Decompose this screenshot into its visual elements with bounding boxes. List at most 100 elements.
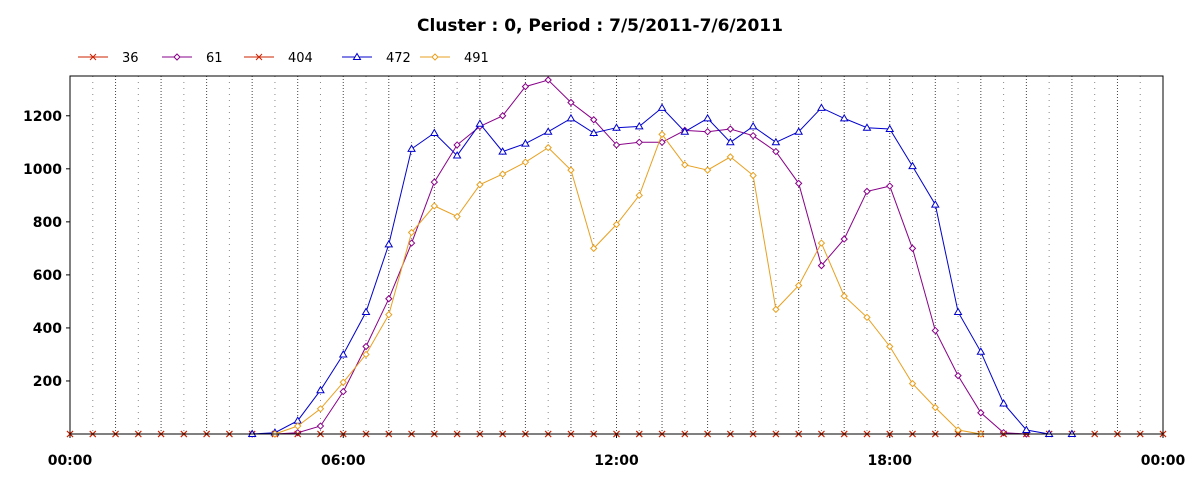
data-point (453, 212, 461, 221)
y-tick-label: 1200 (23, 109, 62, 125)
x-tick-label: 00:00 (48, 453, 93, 469)
data-point (976, 347, 986, 355)
data-point (703, 113, 712, 122)
data-point (726, 153, 735, 161)
data-point (839, 113, 849, 122)
data-point (566, 113, 576, 122)
data-point (1022, 425, 1031, 434)
data-point (567, 166, 575, 174)
legend-item-404: 404 (244, 51, 313, 66)
data-point (794, 127, 804, 135)
data-point (498, 147, 508, 155)
y-tick-label: 200 (33, 374, 62, 390)
data-point (339, 378, 347, 386)
legend-marker (352, 52, 362, 60)
legend-label: 404 (288, 51, 313, 66)
data-point (634, 121, 644, 130)
data-point (658, 130, 666, 139)
data-point (953, 307, 963, 316)
data-point (794, 281, 803, 290)
legend-label: 36 (122, 51, 139, 66)
marker-stroke (255, 53, 263, 61)
data-point (817, 103, 826, 111)
data-point (338, 349, 348, 358)
data-point (453, 141, 461, 149)
data-point (635, 138, 643, 147)
data-point (294, 422, 302, 430)
data-point (361, 307, 371, 316)
data-point (430, 202, 439, 210)
x-tick-label: 12:00 (594, 453, 639, 469)
data-point (658, 138, 666, 147)
data-point (476, 181, 484, 189)
marker-stroke (89, 53, 97, 61)
data-point (384, 239, 394, 248)
data-point (567, 98, 575, 107)
data-point (817, 239, 826, 247)
series-472 (247, 103, 1077, 437)
legend-marker (255, 53, 263, 61)
data-point (703, 127, 712, 136)
data-point (999, 399, 1008, 407)
data-point (612, 220, 621, 229)
data-point (680, 127, 690, 135)
data-point (681, 161, 689, 169)
x-tick-label: 18:00 (867, 453, 912, 469)
data-point (362, 342, 370, 351)
x-tick-label: 00:00 (1141, 453, 1186, 469)
legend-item-36: 36 (78, 51, 139, 66)
data-point (385, 295, 393, 303)
series-line-491 (274, 133, 981, 435)
legend-item-61: 61 (162, 51, 223, 66)
data-point (452, 151, 462, 159)
data-point (521, 139, 530, 147)
data-point (771, 137, 781, 146)
legend-label: 491 (464, 51, 489, 66)
data-point (840, 235, 848, 243)
data-point (908, 379, 917, 388)
data-point (886, 182, 894, 190)
data-point (703, 166, 712, 174)
data-point (748, 121, 758, 130)
data-point (544, 76, 552, 84)
series-491 (271, 130, 985, 438)
data-point (794, 179, 803, 188)
data-point (772, 305, 780, 314)
data-point (657, 103, 667, 111)
legend-item-491: 491 (420, 51, 489, 66)
y-tick-label: 400 (33, 321, 62, 337)
y-axis-ticks: 200 400 600 800 1000 1200 (23, 109, 70, 390)
data-point (954, 371, 962, 380)
y-tick-label: 800 (33, 215, 62, 231)
data-point (908, 244, 917, 253)
data-point (316, 422, 325, 430)
data-point (954, 426, 962, 434)
data-point (590, 116, 598, 124)
data-point (521, 158, 530, 166)
data-point (430, 178, 439, 186)
data-point (544, 143, 552, 152)
data-point (908, 161, 917, 170)
data-point (316, 405, 325, 413)
legend-label: 61 (206, 51, 223, 66)
data-point (772, 147, 780, 156)
legend-marker (431, 53, 439, 61)
data-point (635, 191, 643, 200)
data-point (407, 239, 416, 247)
data-point (840, 292, 848, 300)
y-tick-label: 600 (33, 268, 62, 284)
y-tick-label: 1000 (23, 162, 62, 178)
data-point (817, 261, 826, 270)
data-point (725, 137, 735, 146)
data-point (863, 313, 871, 322)
data-point (930, 200, 940, 208)
legend-marker (89, 53, 97, 61)
data-point (931, 403, 939, 412)
data-point (543, 127, 553, 135)
data-point (498, 170, 507, 178)
data-point (385, 310, 393, 319)
data-point (339, 387, 347, 396)
x-tick-label: 06:00 (321, 453, 366, 469)
data-point (886, 342, 894, 351)
